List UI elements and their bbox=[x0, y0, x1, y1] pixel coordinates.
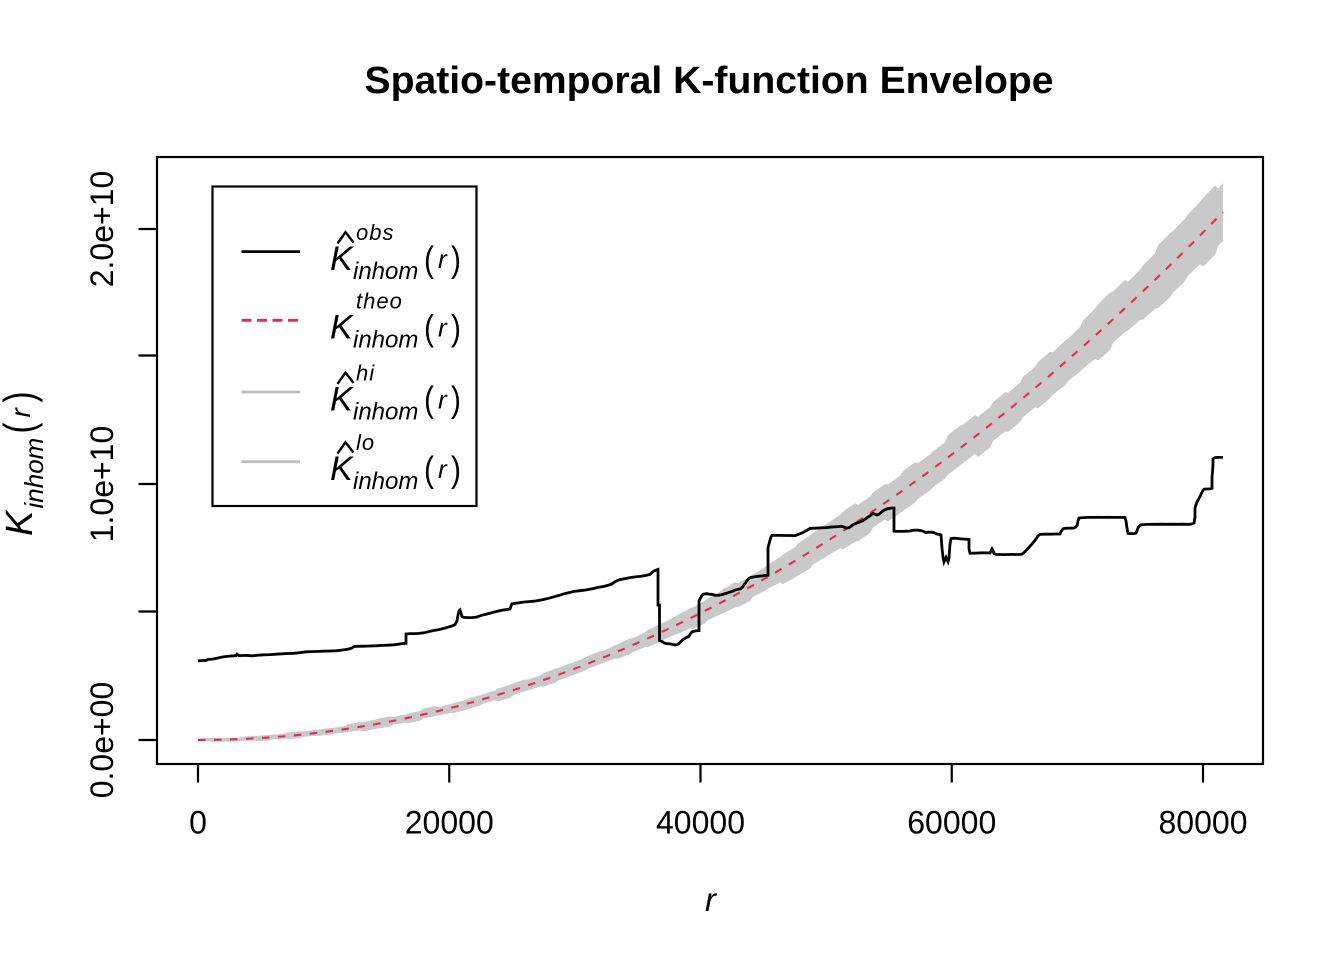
svg-text:40000: 40000 bbox=[656, 805, 745, 841]
svg-text:inhom: inhom bbox=[353, 327, 418, 354]
svg-text:(: ( bbox=[0, 422, 44, 433]
svg-text:(: ( bbox=[424, 380, 434, 420]
svg-text:0.0e+00: 0.0e+00 bbox=[84, 682, 120, 799]
svg-text:(: ( bbox=[424, 240, 434, 280]
svg-text:obs: obs bbox=[356, 220, 394, 245]
svg-text:r: r bbox=[438, 384, 448, 414]
svg-text:): ) bbox=[451, 308, 461, 348]
svg-text:K: K bbox=[330, 380, 354, 418]
svg-text:r: r bbox=[438, 313, 448, 343]
svg-text:lo: lo bbox=[356, 430, 375, 455]
svg-text:2.0e+10: 2.0e+10 bbox=[84, 171, 120, 288]
svg-text:r: r bbox=[705, 881, 718, 918]
svg-text:): ) bbox=[451, 450, 461, 490]
svg-text:Spatio-temporal K-function Env: Spatio-temporal K-function Envelope bbox=[365, 60, 1054, 102]
svg-text:r: r bbox=[438, 244, 448, 274]
svg-text:K: K bbox=[330, 309, 354, 347]
svg-text:80000: 80000 bbox=[1159, 805, 1248, 841]
svg-text:20000: 20000 bbox=[405, 805, 494, 841]
svg-text:hi: hi bbox=[356, 360, 375, 385]
svg-text:1.0e+10: 1.0e+10 bbox=[84, 426, 120, 543]
svg-text:(: ( bbox=[424, 450, 434, 490]
svg-text:inhom: inhom bbox=[19, 438, 49, 509]
svg-text:r: r bbox=[438, 454, 448, 484]
svg-text:inhom: inhom bbox=[353, 398, 418, 425]
svg-text:inhom: inhom bbox=[353, 258, 418, 285]
svg-text:60000: 60000 bbox=[907, 805, 996, 841]
svg-text:K: K bbox=[330, 450, 354, 488]
svg-text:K: K bbox=[0, 509, 41, 536]
svg-text:): ) bbox=[0, 392, 44, 403]
svg-text:theo: theo bbox=[356, 289, 403, 314]
svg-text:K: K bbox=[330, 240, 354, 278]
svg-text:0: 0 bbox=[189, 805, 207, 841]
svg-text:r: r bbox=[5, 407, 36, 418]
svg-text:inhom: inhom bbox=[353, 468, 418, 495]
svg-text:): ) bbox=[451, 380, 461, 420]
svg-text:): ) bbox=[451, 240, 461, 280]
svg-text:(: ( bbox=[424, 308, 434, 348]
